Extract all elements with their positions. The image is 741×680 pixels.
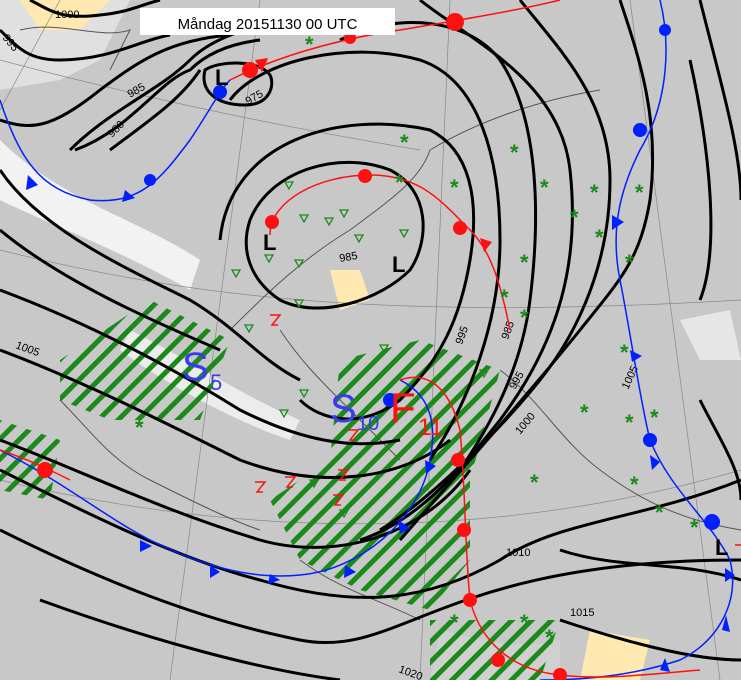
isobar-label: 1010 [506,547,530,559]
low-pressure-label: L [215,65,228,90]
snow-symbols: * * * * * * * * * * * * * * * * * * * * * * * * * * [135,32,699,650]
wind-value: 10 [357,413,379,435]
svg-text:*: * [655,500,664,525]
svg-text:*: * [510,140,519,165]
map-title: Måndag 20151130 00 UTC [140,8,395,35]
svg-text:*: * [540,175,549,200]
svg-text:*: * [545,625,554,650]
svg-text:*: * [595,225,604,250]
svg-text:*: * [500,285,509,310]
isobar-label: 985 [500,320,518,341]
svg-text:*: * [395,170,404,195]
gust-letter: F [390,384,416,431]
svg-text:*: * [530,470,539,495]
svg-text:*: * [650,405,659,430]
pressure-centers: L L L L [215,65,728,560]
svg-text:*: * [520,305,529,330]
svg-text:*: * [590,180,599,205]
svg-text:*: * [620,340,629,365]
wind-labels: S 5 S 10 F 11 [182,345,443,441]
svg-text:*: * [625,250,634,275]
shower-symbols [230,181,490,519]
precipitation-areas [0,300,560,680]
low-pressure-label: L [715,535,728,560]
svg-text:*: * [400,130,409,155]
isobar-label: 1000 [55,9,79,21]
isobar-label: 1000 [513,410,538,436]
low-pressure-label: L [392,252,405,277]
wind-letter: S [330,387,357,431]
svg-text:*: * [635,180,644,205]
isobar-label: 995 [454,325,472,346]
svg-text:*: * [135,415,144,440]
wind-value: 5 [210,370,222,395]
svg-text:*: * [630,472,639,497]
isobar-label: 975 [244,88,266,108]
svg-text:*: * [450,175,459,200]
svg-text:*: * [520,250,529,275]
svg-text:*: * [450,610,459,635]
svg-text:*: * [570,205,579,230]
svg-text:*: * [625,410,634,435]
isobar-label: 985 [338,250,358,265]
isobar-label: 985 [126,81,148,101]
thunder-symbols [255,314,360,506]
svg-text:*: * [305,32,314,57]
svg-text:*: * [580,400,589,425]
svg-text:*: * [520,610,529,635]
svg-text:*: * [690,515,699,540]
isobar-label: 1015 [570,607,594,619]
gust-value: 11 [418,414,443,441]
low-pressure-label: L [263,230,276,255]
isobar-label: 1020 [397,664,424,680]
isobar-label: 995 [507,370,527,392]
coastlines [19,26,741,621]
wind-letter: S [182,345,209,389]
